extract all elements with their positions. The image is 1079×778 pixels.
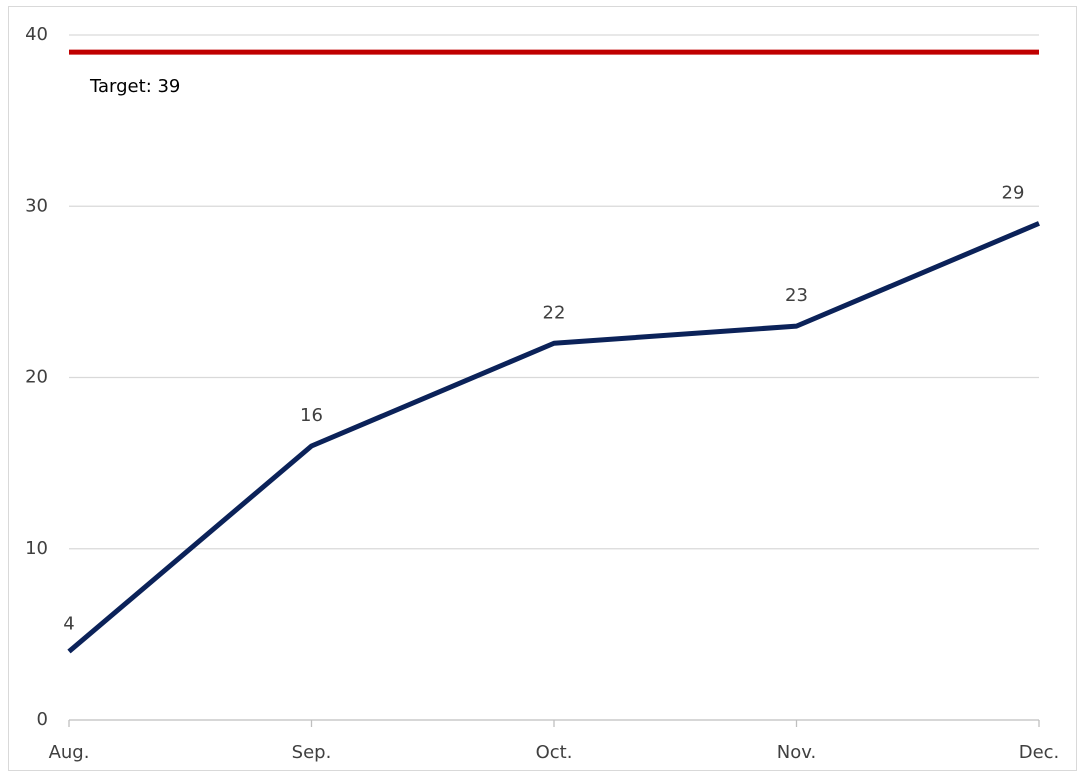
y-tick-label: 20: [25, 367, 48, 388]
y-tick-label: 10: [25, 538, 48, 559]
x-tick-label: Oct.: [536, 742, 573, 763]
data-label: 29: [1002, 182, 1025, 203]
x-tick-label: Aug.: [49, 742, 90, 763]
data-line: [67, 221, 1040, 654]
data-label: 22: [543, 302, 566, 323]
data-label: 16: [300, 405, 323, 426]
data-label: 4: [63, 614, 74, 635]
target-label: Target: 39: [89, 76, 180, 97]
y-tick-label: 40: [25, 24, 48, 45]
x-tick-label: Nov.: [777, 742, 816, 763]
data-label: 23: [785, 285, 808, 306]
y-tick-label: 30: [25, 195, 48, 216]
y-tick-label: 0: [37, 709, 48, 730]
chart-frame: [8, 6, 1077, 771]
x-tick-label: Dec.: [1019, 742, 1060, 763]
x-tick-label: Sep.: [292, 742, 332, 763]
